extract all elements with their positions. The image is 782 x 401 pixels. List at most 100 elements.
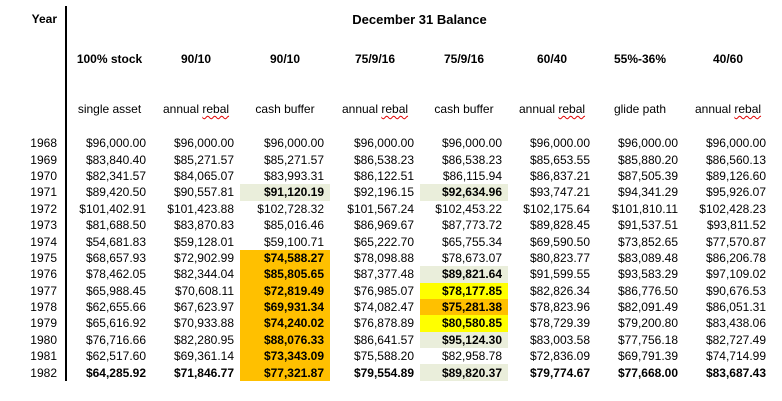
balance-cell: $74,082.47 xyxy=(353,300,414,315)
table-body: Year December 31 Balance 100% stock 90/10… xyxy=(0,6,772,381)
table-row: 1980 $76,716.66 $82,280.95 $88,076.33 $86,64… xyxy=(0,331,772,349)
balance-cell: $82,727.49 xyxy=(705,332,766,347)
balance-cell: $87,773.72 xyxy=(441,218,502,233)
balance-cell: $85,271.57 xyxy=(173,152,234,167)
balance-cell: $86,538.23 xyxy=(353,152,414,167)
balance-cell: $54,681.83 xyxy=(65,233,152,250)
misspelled-word: rebal xyxy=(558,102,586,116)
balance-cell: $86,051.31 xyxy=(705,300,766,315)
balance-cell: $69,791.39 xyxy=(617,349,678,364)
balance-cell: $94,341.29 xyxy=(617,185,678,200)
allocation-header-row: 100% stock 90/10 90/10 75/9/16 75/9/16 60/40 5… xyxy=(0,32,772,86)
balance-cell: $91,599.55 xyxy=(529,267,590,282)
table-row: 1982 $64,285.92 $71,846.77 $77,321.87 $79,55… xyxy=(0,364,772,381)
allocation-header: 60/40 xyxy=(536,52,568,66)
table-row: 1968 $96,000.00 $96,000.00 $96,000.00 $96,00… xyxy=(0,135,772,152)
allocation-header: 75/9/16 xyxy=(443,52,485,66)
title-row: Year December 31 Balance xyxy=(0,6,772,32)
balance-cell: $76,716.66 xyxy=(65,331,152,349)
strategy-label: cash buffer xyxy=(434,102,494,116)
balance-cell: $90,557.81 xyxy=(173,185,234,200)
balance-cell: $73,343.09 xyxy=(240,348,330,365)
year-cell: 1979 xyxy=(30,316,57,331)
balance-table: Year December 31 Balance 100% stock 90/10… xyxy=(0,6,772,381)
balance-cell: $85,016.46 xyxy=(263,218,324,233)
balance-cell: $91,120.19 xyxy=(240,184,330,201)
balance-cell: $74,588.27 xyxy=(240,249,330,267)
balance-cell: $92,196.15 xyxy=(353,185,414,200)
balance-cell: $83,687.43 xyxy=(705,365,766,380)
balance-cell: $76,985.07 xyxy=(353,283,414,298)
balance-cell: $101,402.91 xyxy=(65,200,152,217)
table-row: 1971 $89,420.50 $90,557.81 $91,120.19 $92,19… xyxy=(0,184,772,201)
balance-cell: $88,076.33 xyxy=(240,331,330,349)
balance-cell: $59,128.01 xyxy=(173,234,234,249)
balance-cell: $93,583.29 xyxy=(617,267,678,282)
balance-cell: $97,109.02 xyxy=(705,267,766,282)
strategy-label: annual xyxy=(694,102,735,116)
balance-cell: $68,657.93 xyxy=(65,249,152,267)
balance-cell: $69,590.50 xyxy=(529,234,590,249)
year-cell: 1975 xyxy=(30,250,57,265)
balance-cell: $89,828.45 xyxy=(529,218,590,233)
balance-cell: $82,341.57 xyxy=(65,167,152,185)
balance-cell: $77,668.00 xyxy=(617,365,678,380)
balance-cell: $59,100.71 xyxy=(263,234,324,249)
balance-cell: $96,000.00 xyxy=(441,136,502,151)
balance-cell: $95,926.07 xyxy=(705,185,766,200)
balance-cell: $85,880.20 xyxy=(617,152,678,167)
year-cell: 1982 xyxy=(30,365,57,380)
balance-cell: $82,826.34 xyxy=(529,283,590,298)
balance-cell: $73,852.65 xyxy=(617,234,678,249)
balance-cell: $65,988.45 xyxy=(65,282,152,299)
year-cell: 1981 xyxy=(30,349,57,364)
strategy-header: glide path xyxy=(596,86,684,132)
balance-cell: $64,285.92 xyxy=(65,364,152,381)
table-row: 1977 $65,988.45 $70,608.11 $72,819.49 $76,98… xyxy=(0,282,772,299)
table-row: 1979 $65,616.92 $70,933.88 $74,240.02 $76,87… xyxy=(0,315,772,332)
balance-cell: $81,688.50 xyxy=(65,216,152,234)
year-cell: 1974 xyxy=(30,234,57,249)
year-cell: 1976 xyxy=(30,267,57,282)
balance-cell: $82,091.49 xyxy=(617,300,678,315)
allocation-header: 55%-36% xyxy=(613,52,667,66)
table-row: 1969 $83,840.40 $85,271.57 $85,271.57 $86,53… xyxy=(0,151,772,168)
balance-cell: $76,878.89 xyxy=(353,316,414,331)
strategy-header: annual rebal xyxy=(684,86,772,132)
balance-cell: $70,608.11 xyxy=(174,283,234,298)
balance-cell: $86,206.78 xyxy=(705,250,766,265)
balance-cell: $92,634.96 xyxy=(420,184,508,201)
balance-cell: $87,505.39 xyxy=(617,168,678,183)
year-cell: 1968 xyxy=(30,136,57,151)
strategy-label: single asset xyxy=(77,102,142,116)
balance-cell: $102,175.64 xyxy=(523,201,590,216)
balance-cell: $89,126.60 xyxy=(705,168,766,183)
balance-cell: $82,958.78 xyxy=(441,349,502,364)
balance-cell: $75,281.38 xyxy=(420,298,508,316)
spacer-row xyxy=(0,132,772,135)
empty-cell xyxy=(65,132,772,135)
strategy-label: glide path xyxy=(613,102,667,116)
allocation-header: 90/10 xyxy=(180,52,212,66)
strategy-label: annual xyxy=(341,102,382,116)
allocation-header: 40/60 xyxy=(712,52,744,66)
balance-cell: $102,728.32 xyxy=(257,201,324,216)
balance-cell: $78,462.05 xyxy=(65,266,152,283)
balance-cell: $72,836.09 xyxy=(529,349,590,364)
balance-cell: $83,438.06 xyxy=(705,316,766,331)
balance-cell: $67,623.97 xyxy=(173,300,234,315)
balance-cell: $62,655.66 xyxy=(65,298,152,316)
balance-cell: $102,453.22 xyxy=(435,201,502,216)
balance-cell: $83,003.58 xyxy=(529,332,590,347)
balance-cell: $78,177.85 xyxy=(420,282,508,299)
strategy-label: annual xyxy=(162,102,203,116)
table-row: 1970 $82,341.57 $84,065.07 $83,993.31 $86,12… xyxy=(0,167,772,185)
year-cell: 1973 xyxy=(30,218,57,233)
balance-cell: $65,755.34 xyxy=(441,234,502,249)
balance-cell: $90,676.53 xyxy=(705,283,766,298)
allocation-header: 100% stock xyxy=(65,32,152,86)
balance-cell: $96,000.00 xyxy=(353,136,414,151)
balance-cell: $95,124.30 xyxy=(420,331,508,349)
balance-cell: $85,271.57 xyxy=(263,152,324,167)
table-row: 1976 $78,462.05 $82,344.04 $85,805.65 $87,37… xyxy=(0,266,772,283)
